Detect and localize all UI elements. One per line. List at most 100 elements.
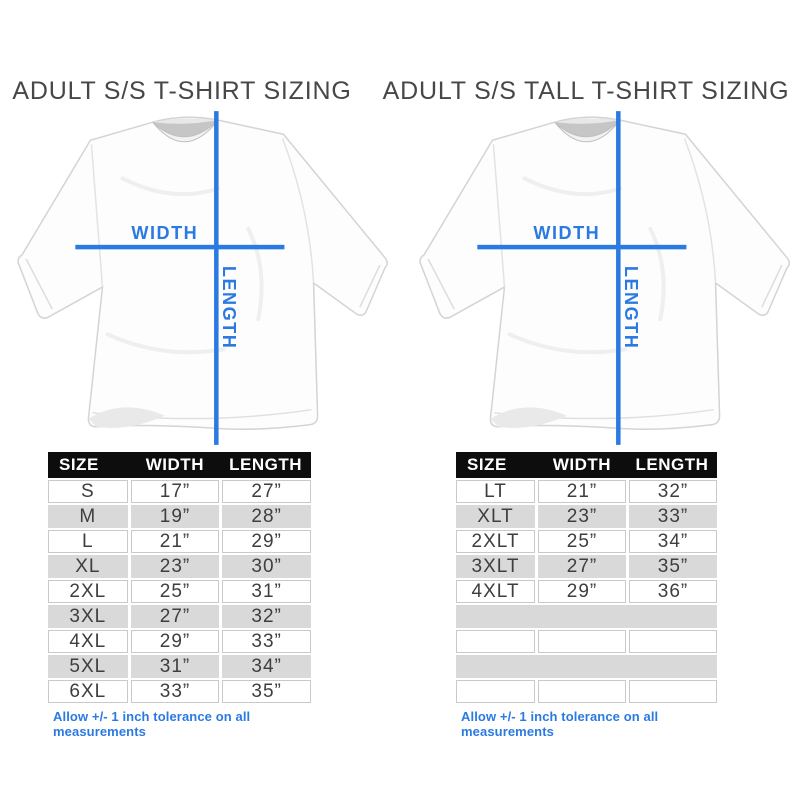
tolerance-note: Allow +/- 1 inch tolerance on all measur…: [461, 709, 659, 739]
table-row: 2XLT 25” 34”: [456, 530, 717, 553]
table-cell: 5XL: [48, 655, 128, 678]
table-cell: 34”: [629, 530, 717, 553]
tshirt-body: [17, 116, 388, 430]
collar-back-band: [152, 118, 219, 124]
table-cell: 35”: [629, 555, 717, 578]
table-cell: 33”: [130, 680, 220, 703]
column-header-width: WIDTH: [552, 455, 612, 474]
table-cell: L: [48, 530, 128, 553]
table-cell: 25”: [130, 580, 220, 603]
table-cell: 23”: [130, 555, 220, 578]
column-header-width: WIDTH: [145, 455, 204, 474]
table-cell: 3XL: [48, 605, 128, 628]
sleeve-hem-right: [761, 264, 783, 308]
table-cell: 28”: [222, 505, 311, 528]
table-row: 3XLT 27” 35”: [456, 555, 717, 578]
table-cell: 32”: [222, 605, 311, 628]
table-cell: 27”: [222, 480, 311, 503]
left-tshirt-diagram: WIDTH LENGTH: [12, 108, 394, 450]
table-cell: S: [48, 480, 128, 503]
table-row: 5XL 31” 34”: [48, 655, 311, 678]
column-header-size: SIZE: [467, 455, 507, 474]
right-size-table: SIZE WIDTH LENGTH LT 21” 32” XLT 23” 33” 2XLT 2…: [456, 452, 717, 739]
table-cell: XLT: [456, 505, 536, 528]
table-cell: [456, 655, 717, 678]
table-row: 3XL 27” 32”: [48, 605, 311, 628]
wrinkle: [120, 176, 221, 197]
table-cell: M: [48, 505, 128, 528]
right-panel-title: ADULT S/S TALL T-SHIRT SIZING: [382, 77, 790, 105]
table-cell: 29”: [222, 530, 311, 553]
table-cell: 36”: [629, 580, 717, 603]
wrinkle: [246, 226, 264, 322]
table-row-empty: [456, 655, 717, 678]
table-row: M 19” 28”: [48, 505, 311, 528]
left-size-table: SIZE WIDTH LENGTH S 17” 27” M 19” 28” L 21” 29” X…: [48, 452, 311, 739]
table-row-empty: [456, 630, 717, 653]
table-row: LT 21” 32”: [456, 480, 717, 503]
table-cell: 17”: [130, 480, 220, 503]
table-cell: 3XLT: [456, 555, 536, 578]
table-row: 4XL 29” 33”: [48, 630, 311, 653]
width-line: [477, 244, 687, 250]
table-cell: 32”: [629, 480, 717, 503]
table-cell: 4XL: [48, 630, 128, 653]
tolerance-note: Allow +/- 1 inch tolerance on all measur…: [53, 709, 251, 739]
table-cell: [629, 630, 717, 653]
hem-fold-shadow: [490, 407, 567, 428]
table-cell: 19”: [130, 505, 220, 528]
table-cell: [456, 630, 536, 653]
table-header-row: SIZE WIDTH LENGTH: [48, 452, 311, 478]
table-cell: 30”: [222, 555, 311, 578]
table-cell: 35”: [222, 680, 311, 703]
collar-back-band: [554, 118, 621, 124]
table-cell: 25”: [538, 530, 627, 553]
table-cell: 2XL: [48, 580, 128, 603]
table-row: S 17” 27”: [48, 480, 311, 503]
sleeve-seam-left: [90, 144, 104, 288]
table-cell: XL: [48, 555, 128, 578]
hem-fold-shadow: [88, 407, 165, 428]
right-tshirt-diagram: WIDTH LENGTH: [414, 108, 796, 450]
wrinkle: [522, 176, 623, 197]
table-cell: LT: [456, 480, 536, 503]
table-row: 4XLT 29” 36”: [456, 580, 717, 603]
table-cell: 6XL: [48, 680, 128, 703]
table-row: XLT 23” 33”: [456, 505, 717, 528]
table-cell: 27”: [130, 605, 220, 628]
table-cell: 23”: [538, 505, 627, 528]
sleeve-seam-right: [281, 137, 315, 284]
table-cell: 21”: [130, 530, 220, 553]
table-cell: 4XLT: [456, 580, 536, 603]
table-row: 6XL 33” 35”: [48, 680, 311, 703]
length-label: LENGTH: [621, 266, 641, 349]
table-cell: 2XLT: [456, 530, 536, 553]
column-header-length: LENGTH: [229, 455, 303, 474]
length-line: [616, 111, 621, 445]
column-header-size: SIZE: [59, 455, 99, 474]
length-line: [214, 111, 219, 445]
width-label: WIDTH: [131, 223, 198, 243]
table-cell: [629, 680, 717, 703]
table-cell: 27”: [538, 555, 627, 578]
width-line: [75, 244, 285, 250]
sleeve-hem-left: [25, 258, 53, 310]
table-row: 2XL 25” 31”: [48, 580, 311, 603]
table-cell: 31”: [130, 655, 220, 678]
tshirt-graphic: WIDTH LENGTH: [419, 111, 790, 445]
size-chart-table: S 17” 27” M 19” 28” L 21” 29” XL 23” 30” 2XL 25” 31” 3X…: [45, 478, 314, 705]
table-cell: [456, 680, 536, 703]
table-cell: 34”: [222, 655, 311, 678]
table-cell: [538, 680, 627, 703]
table-row: L 21” 29”: [48, 530, 311, 553]
sleeve-hem-left: [427, 258, 455, 310]
table-header-row: SIZE WIDTH LENGTH: [456, 452, 717, 478]
tshirt-body: [419, 116, 790, 430]
wrinkle: [105, 332, 226, 355]
wrinkle: [648, 226, 666, 322]
sleeve-seam-right: [683, 137, 717, 284]
table-row-empty: [456, 605, 717, 628]
sleeve-hem-right: [359, 264, 381, 308]
length-label: LENGTH: [219, 266, 239, 349]
left-panel-title: ADULT S/S T-SHIRT SIZING: [12, 77, 352, 105]
